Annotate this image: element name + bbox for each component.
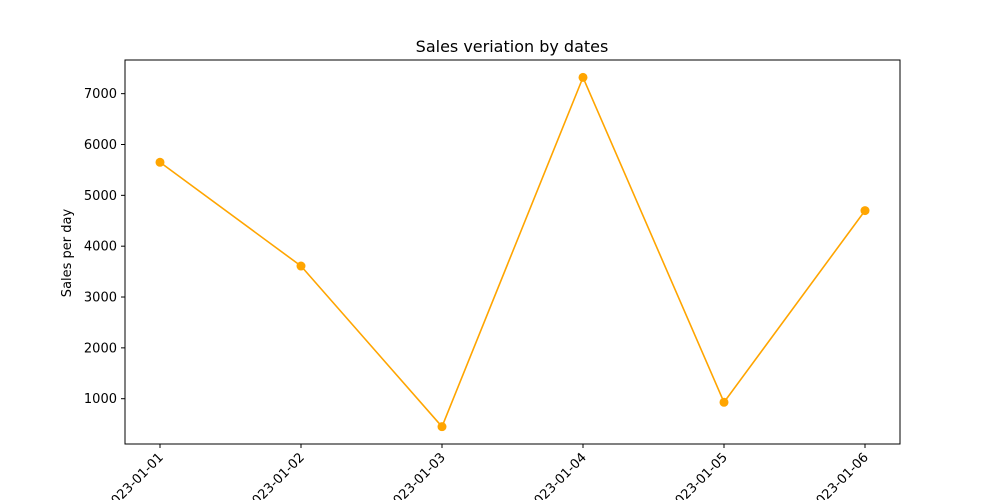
plot-series xyxy=(155,72,870,432)
data-point xyxy=(578,72,588,82)
y-tick-label: 1000 xyxy=(84,392,117,407)
x-tick-label: 2023-01-01 xyxy=(103,450,167,500)
x-tick-label: 2023-01-03 xyxy=(385,450,449,500)
y-axis-label: Sales per day xyxy=(60,209,75,298)
y-tick-label: 5000 xyxy=(84,189,117,204)
y-axis: 1000 2000 3000 4000 5000 6000 7000 xyxy=(84,87,125,407)
series-line xyxy=(159,76,866,428)
x-tick-label: 2023-01-05 xyxy=(667,450,731,500)
data-point xyxy=(155,157,165,167)
data-point xyxy=(719,397,729,407)
y-tick-label: 4000 xyxy=(84,240,117,255)
y-tick-label: 3000 xyxy=(84,291,117,306)
chart-title: Sales veriation by dates xyxy=(416,37,609,56)
plot-frame xyxy=(124,59,901,445)
data-point xyxy=(437,422,447,432)
x-tick-label: 2023-01-04 xyxy=(526,450,590,500)
y-tick-label: 6000 xyxy=(84,138,117,153)
y-tick-label: 2000 xyxy=(84,341,117,356)
x-tick-label: 2023-01-02 xyxy=(244,450,308,500)
x-axis: 2023-01-01 2023-01-02 2023-01-03 2023-01-04… xyxy=(103,444,872,500)
y-tick-label: 7000 xyxy=(84,87,117,102)
data-point xyxy=(296,261,306,271)
x-tick-label: 2023-01-06 xyxy=(808,450,872,500)
data-point xyxy=(860,206,870,216)
